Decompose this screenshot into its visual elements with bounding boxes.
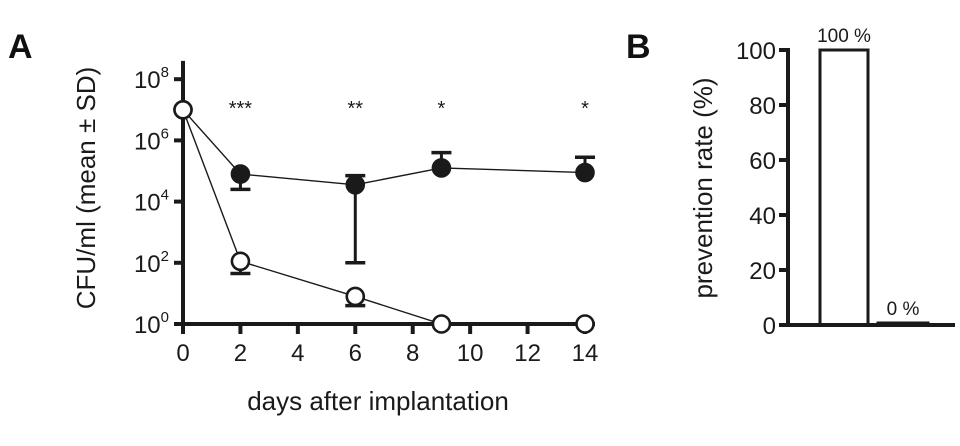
significance-marker: ** — [347, 98, 363, 120]
significance-annotations: *** ** * * — [229, 98, 589, 120]
significance-marker: *** — [229, 98, 253, 120]
bars-b: 100 % 0 % — [817, 26, 930, 327]
data-point-filled — [230, 164, 251, 184]
panel-a: A CFU/ml (mean ± SD) days after implanta… — [8, 28, 598, 416]
y-tick-label-b: 100 — [736, 38, 776, 65]
data-point-open — [575, 314, 595, 334]
bar-data-label: 100 % — [817, 26, 871, 47]
y-axis-title-b: prevention rate (%) — [688, 77, 718, 298]
data-point-open — [230, 251, 251, 272]
y-tick-label: 102 — [134, 248, 169, 278]
y-tick-label-b: 40 — [749, 203, 776, 230]
series-line-open — [182, 109, 585, 325]
x-tick-label: 10 — [457, 340, 484, 367]
axes-b: 0 20 40 60 80 100 — [736, 38, 955, 340]
x-tick-label: 8 — [406, 340, 419, 367]
x-tick-label: 6 — [349, 340, 362, 367]
data-point-filled — [345, 174, 366, 195]
y-tick-label-b: 20 — [749, 258, 776, 285]
series-a — [173, 100, 595, 334]
significance-marker: * — [438, 98, 446, 120]
x-tick-label: 12 — [514, 340, 541, 367]
axes-a: 100 102 104 106 108 0 2 4 6 8 10 12 14 — [134, 60, 599, 367]
x-tick-label: 2 — [234, 340, 247, 367]
y-tick-label-b: 0 — [763, 313, 776, 340]
significance-marker: * — [581, 98, 589, 120]
data-point-filled — [431, 158, 452, 178]
data-point-filled — [575, 162, 595, 183]
bar-open — [818, 48, 870, 327]
y-tick-label: 104 — [134, 187, 169, 217]
panel-b: B prevention rate (%) 100 % 0 % 0 20 40 60 80… — [626, 26, 955, 340]
data-point-open — [345, 286, 366, 307]
y-tick-label: 106 — [134, 125, 169, 155]
x-axis-title: days after implantation — [247, 386, 509, 416]
x-tick-label: 14 — [572, 340, 599, 367]
y-tick-label-b: 60 — [749, 148, 776, 175]
data-point-open — [173, 100, 193, 120]
y-tick-label: 108 — [134, 64, 169, 94]
data-point-open — [431, 314, 452, 334]
y-tick-label-b: 80 — [749, 93, 776, 120]
y-tick-label: 100 — [134, 309, 169, 339]
bar-data-label: 0 % — [887, 299, 920, 320]
panel-a-label: A — [8, 28, 33, 66]
y-axis-title: CFU/ml (mean ± SD) — [71, 67, 101, 310]
x-tick-label: 0 — [176, 340, 189, 367]
x-tick-label: 4 — [291, 340, 304, 367]
panel-b-label: B — [626, 28, 651, 66]
